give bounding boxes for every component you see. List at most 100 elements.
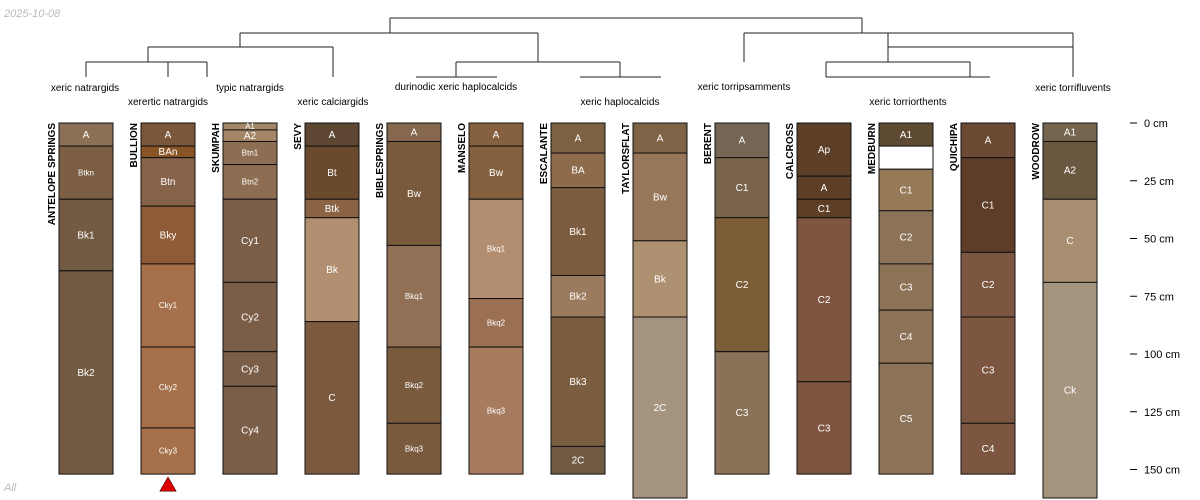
horizon: [468, 298, 524, 348]
horizon: [550, 274, 606, 318]
horizon-label: C1: [736, 183, 749, 194]
horizon-label: Bky: [160, 230, 177, 241]
depth-tick-label: 125 cm: [1144, 407, 1180, 419]
horizon: [140, 427, 196, 475]
taxonomy-label: xeric torripsamments: [698, 82, 791, 93]
horizon-label: A: [329, 130, 336, 141]
horizon-label: Bk3: [569, 377, 587, 388]
horizon: [304, 217, 360, 323]
date-stamp: 2025-10-08: [4, 8, 61, 20]
soil-profile: A Bw Bkq1 Bkq2 Bkq3 BIBLESPRINGS: [375, 122, 442, 475]
horizon: [222, 281, 278, 353]
horizon: [632, 240, 688, 318]
profiles: A Btkn Bk1 Bk2 ANTELOPE SPRINGS A BAn Btn Bky Cky…: [47, 122, 1098, 499]
horizon-label: Bw: [489, 168, 504, 179]
profile-name: SKUMPAH: [211, 123, 222, 173]
dendrogram: [85, 17, 1074, 78]
horizon-label: C: [1066, 236, 1073, 247]
horizon-label: A2: [244, 131, 257, 142]
horizon: [960, 251, 1016, 318]
horizon-label: C1: [818, 204, 831, 215]
horizon-label: C1: [982, 200, 995, 211]
horizon-label: C5: [900, 414, 913, 425]
horizon-label: BA: [571, 166, 585, 177]
horizon-label: A: [411, 128, 418, 139]
soil-profile: A BA Bk1 Bk2 Bk3 2C ESCALANTE: [539, 122, 606, 475]
horizon-label: C1: [900, 185, 913, 196]
horizon-label: Cy1: [241, 236, 259, 247]
horizon-label: Bkq2: [405, 381, 424, 390]
horizon-label: Cky3: [159, 447, 178, 456]
horizon-label: Bw: [407, 189, 422, 200]
horizon: [386, 346, 442, 424]
horizon-label: Bk2: [569, 292, 587, 303]
horizon-label: BAn: [159, 147, 178, 158]
horizon: [304, 321, 360, 475]
horizon: [222, 164, 278, 200]
horizon-label: C3: [818, 423, 831, 434]
depth-axis: 0 cm 25 cm 50 cm 75 cm 100 cm 125 cm 150 cm: [1130, 118, 1180, 477]
horizon-label: A: [575, 133, 582, 144]
horizon: [222, 351, 278, 387]
taxonomy-label: xeric haplocalcids: [581, 97, 660, 108]
horizon: [386, 140, 442, 246]
horizon-label: C3: [900, 282, 913, 293]
horizon-label: Bkq3: [487, 406, 506, 415]
profile-name: CALCROSS: [785, 123, 796, 179]
horizon: [58, 270, 114, 475]
profile-name: MEDBURN: [867, 123, 878, 174]
horizon-label: Bk: [326, 265, 339, 276]
horizon: [878, 145, 934, 170]
profile-name: QUICHIPA: [949, 123, 960, 171]
horizon-label: 2C: [572, 456, 585, 467]
horizon-label: A: [821, 183, 828, 194]
horizon: [878, 210, 934, 265]
horizon-label: A: [985, 136, 992, 147]
horizon: [222, 198, 278, 283]
horizon-label: A1: [1064, 128, 1077, 139]
horizon: [796, 122, 852, 177]
horizon: [960, 122, 1016, 159]
horizon: [550, 316, 606, 447]
horizon-label: A: [739, 136, 746, 147]
horizon: [632, 122, 688, 154]
horizon-label: Bk2: [77, 368, 95, 379]
horizon-label: Ap: [818, 145, 831, 156]
horizon: [878, 168, 934, 212]
profile-name: TAYLORSFLAT: [621, 123, 632, 194]
horizon: [304, 145, 360, 200]
horizon-label: C2: [736, 280, 749, 291]
horizon: [878, 309, 934, 364]
horizon: [1042, 140, 1098, 200]
horizon: [960, 422, 1016, 475]
horizon-label: Cy3: [241, 364, 259, 375]
taxonomy-label: xerertic natrargids: [128, 97, 208, 108]
soil-profile: A1 C1 C2 C3 C4 C5 MEDBURN: [867, 122, 934, 475]
horizon-label: A: [83, 130, 90, 141]
taxonomy-labels: xeric natrargids xerertic natrargids typic…: [51, 82, 1111, 108]
horizon-label: Btn1: [242, 149, 259, 158]
horizon-label: A1: [900, 130, 913, 141]
horizon-label: Bk1: [77, 230, 95, 241]
horizon: [632, 152, 688, 242]
horizon: [550, 187, 606, 276]
horizon-label: Btkn: [78, 168, 94, 177]
profile-name: WOODROW: [1031, 122, 1042, 179]
soil-profile: A Bw Bkq1 Bkq2 Bkq3 MANSELO: [457, 122, 524, 475]
depth-tick-label: 0 cm: [1144, 118, 1168, 130]
soil-profile: A Btkn Bk1 Bk2 ANTELOPE SPRINGS: [47, 122, 114, 475]
horizon-label: Cky2: [159, 383, 178, 392]
depth-tick-label: 50 cm: [1144, 234, 1174, 246]
horizon-label: C2: [982, 280, 995, 291]
horizon-label: A1: [245, 122, 255, 131]
truncation-marker: [159, 476, 177, 492]
soil-profile: A1 A2 C Ck WOODROW: [1031, 122, 1098, 499]
taxonomy-label: xeric torriorthents: [869, 97, 946, 108]
horizon: [1042, 198, 1098, 283]
profile-name: ANTELOPE SPRINGS: [47, 123, 58, 226]
horizon-label: A: [493, 130, 500, 141]
horizon: [386, 422, 442, 475]
horizon: [714, 217, 770, 353]
